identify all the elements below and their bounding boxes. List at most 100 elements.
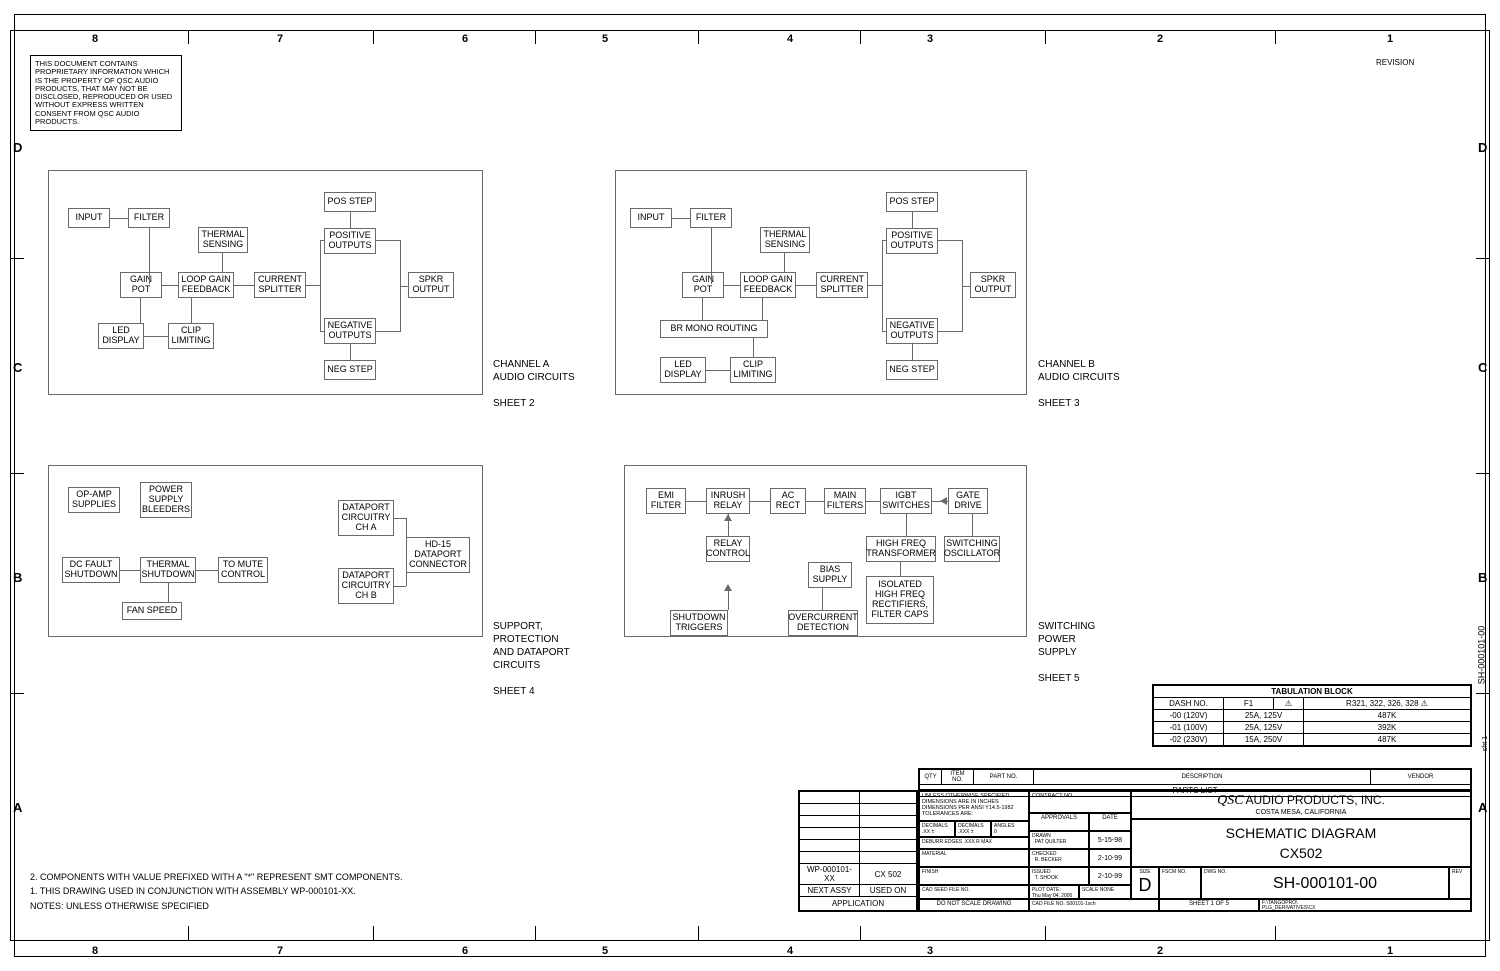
side-dwg-no: SH-000101-00 [1476, 626, 1486, 685]
chA-thermal: THERMAL SENSING [198, 227, 248, 253]
connector [234, 285, 254, 286]
zone-col-2: 2 [1150, 945, 1170, 957]
zone-tick [1476, 258, 1490, 259]
connector [191, 298, 192, 323]
connector [162, 285, 178, 286]
connector [962, 286, 970, 287]
zone-col-3: 3 [920, 945, 940, 957]
zone-row-A: A [1478, 800, 1487, 816]
connector [906, 514, 907, 536]
connector [394, 518, 406, 519]
dwg-no-cell: DWG NO. SH-000101-00 [1201, 867, 1449, 899]
chB-neg_out: NEGATIVE OUTPUTS [886, 318, 938, 344]
connector [796, 285, 816, 286]
chB-pos_out: POSITIVE OUTPUTS [886, 228, 938, 254]
smps-igbt: IGBT SWITCHES [880, 488, 932, 514]
chB-spkr: SPKR OUTPUT [970, 272, 1016, 298]
connector [320, 240, 321, 332]
connector [140, 298, 141, 323]
connector [320, 240, 324, 241]
support-fan: FAN SPEED [122, 602, 182, 620]
connector [882, 240, 883, 332]
zone-tick [1275, 926, 1276, 940]
chA-led: LED DISPLAY [98, 323, 144, 349]
side-sheet: sht 1 [1482, 736, 1489, 751]
support-dp_chb: DATAPORT CIRCUITRY CH B [338, 568, 394, 604]
connector [376, 331, 400, 332]
connector [350, 344, 351, 360]
chB-clip: CLIP LIMITING [730, 357, 776, 383]
zone-col-6: 6 [455, 33, 475, 45]
zone-tick [698, 30, 699, 44]
arrow-up [724, 514, 732, 521]
smps-bias: BIAS SUPPLY [808, 562, 852, 588]
smps-relay_ctl: RELAY CONTROL [706, 536, 750, 562]
zone-tick [188, 926, 189, 940]
proprietary-notice: THIS DOCUMENT CONTAINS PROPRIETARY INFOR… [30, 55, 182, 131]
connector [711, 228, 712, 284]
zone-col-8: 8 [85, 945, 105, 957]
connector [686, 501, 706, 502]
support-label: SUPPORT, PROTECTION AND DATAPORT CIRCUIT… [493, 620, 570, 698]
zone-tick [1476, 693, 1490, 694]
smps-ac_rect: AC RECT [770, 488, 806, 514]
chB-thermal: THERMAL SENSING [760, 227, 810, 253]
zone-row-B: B [1478, 570, 1487, 586]
application-block: WP-000101-XXCX 502 NEXT ASSYUSED ON APPL… [798, 790, 918, 912]
connector [400, 286, 408, 287]
chA-spkr: SPKR OUTPUT [408, 272, 454, 298]
zone-tick [1045, 30, 1046, 44]
smps-emi: EMI FILTER [646, 488, 686, 514]
zone-tick [10, 473, 24, 474]
connector [406, 556, 407, 586]
connector [762, 298, 763, 320]
connector [149, 285, 150, 286]
chA-neg_step: NEG STEP [324, 360, 376, 380]
zone-tick [373, 30, 374, 44]
connector [711, 285, 712, 286]
chA-curr_split: CURRENT SPLITTER [254, 272, 306, 298]
connector [110, 218, 128, 219]
connector [400, 240, 401, 286]
tabulation-block: TABULATION BLOCK DASH NO. F1 ⚠ R321, 322… [1152, 684, 1472, 747]
zone-col-1: 1 [1380, 945, 1400, 957]
zone-col-5: 5 [595, 945, 615, 957]
zone-tick [535, 30, 536, 44]
smps-over_curr: OVERCURRENT DETECTION [788, 610, 858, 636]
connector [938, 240, 962, 241]
chA-neg_out: NEGATIVE OUTPUTS [324, 318, 376, 344]
smps-sw_osc: SWITCHING OSCILLATOR [944, 536, 1000, 562]
zone-row-C: C [13, 360, 22, 376]
support-thermal_sd: THERMAL SHUTDOWN [140, 557, 196, 583]
support-opamp: OP-AMP SUPPLIES [68, 487, 120, 513]
chA-gain_pot: GAIN POT [120, 272, 162, 298]
connector [882, 331, 886, 332]
connector [784, 253, 785, 272]
notes: 2. COMPONENTS WITH VALUE PREFIXED WITH A… [30, 870, 402, 913]
connector [938, 331, 962, 332]
chA-pos_out: POSITIVE OUTPUTS [324, 228, 376, 254]
connector [406, 518, 407, 556]
chB-filter: FILTER [690, 208, 732, 228]
arrow-up [724, 584, 732, 591]
chA-pos_step: POS STEP [324, 192, 376, 212]
connector [149, 228, 150, 284]
zone-tick [1476, 473, 1490, 474]
zone-tick [860, 30, 861, 44]
zone-col-1: 1 [1380, 33, 1400, 45]
connector [822, 588, 823, 610]
chB-gain_pot: GAIN POT [682, 272, 724, 298]
channel-a-label: CHANNEL A AUDIO CIRCUITS SHEET 2 [493, 358, 575, 410]
connector [900, 562, 901, 576]
connector [912, 344, 913, 360]
connector [706, 370, 730, 371]
smps-sd_trig: SHUTDOWN TRIGGERS [670, 610, 728, 636]
channel-b-label: CHANNEL B AUDIO CIRCUITS SHEET 3 [1038, 358, 1120, 410]
zone-col-7: 7 [270, 945, 290, 957]
connector [882, 240, 886, 241]
connector [806, 501, 824, 502]
chB-led: LED DISPLAY [660, 357, 706, 383]
smps-gate: GATE DRIVE [948, 488, 988, 514]
smps-iso_rect: ISOLATED HIGH FREQ RECTIFIERS, FILTER CA… [866, 576, 934, 624]
zone-tick [1045, 926, 1046, 940]
